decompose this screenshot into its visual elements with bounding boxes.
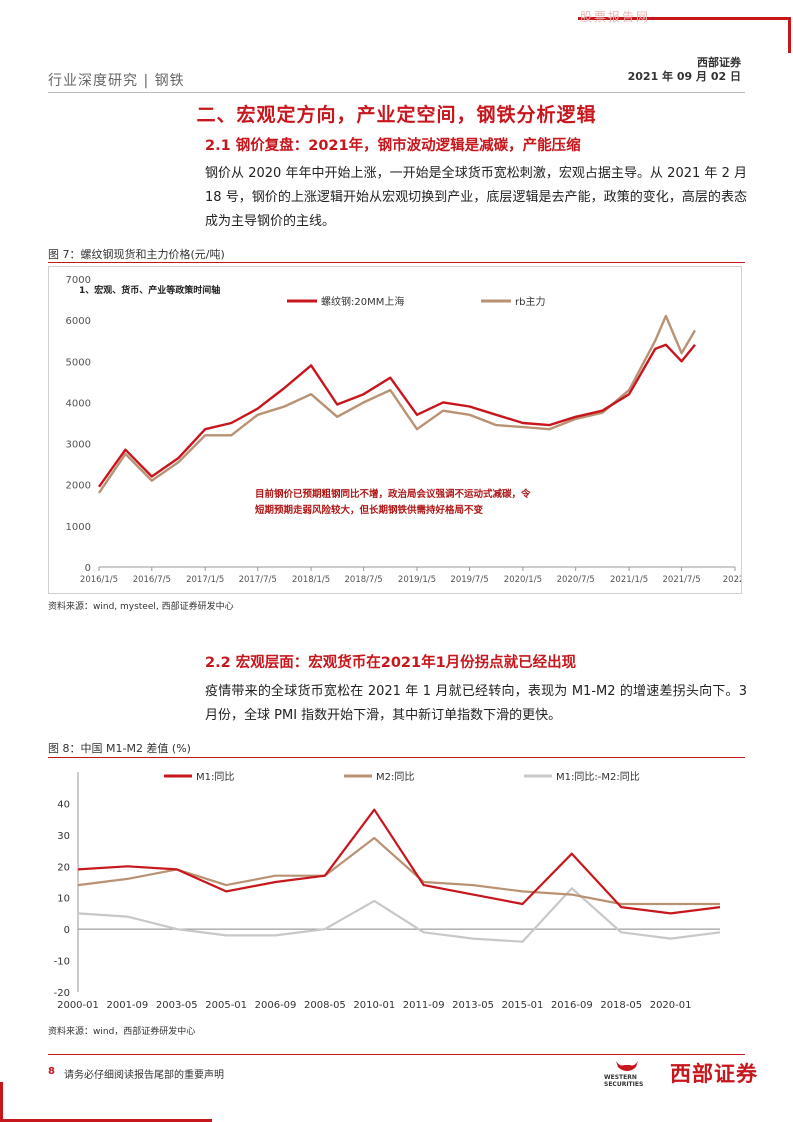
x-tick-label: 2019/7/5 bbox=[450, 575, 488, 585]
header-divider bbox=[48, 92, 745, 93]
y-tick-label: 1000 bbox=[66, 522, 91, 533]
x-tick-label: 2011-09 bbox=[403, 1000, 445, 1011]
x-tick-label: 2016-09 bbox=[551, 1000, 593, 1011]
figure-7-chart: 0 1000 2000 3000 4000 5000 6000 7000 2016/1/5 201… bbox=[48, 266, 748, 594]
legend-label: M2:同比 bbox=[376, 771, 414, 783]
x-tick-label: 2020/1/5 bbox=[504, 575, 542, 585]
series-line-2 bbox=[98, 314, 697, 494]
series-line-3 bbox=[77, 887, 721, 943]
x-tick-label: 2017/1/5 bbox=[186, 575, 224, 585]
footer-disclaimer: 请务必仔细阅读报告尾部的重要声明 bbox=[64, 1070, 224, 1081]
x-tick-label: 2006-09 bbox=[255, 1000, 297, 1011]
x-tick-label: 2021/1/5 bbox=[610, 575, 648, 585]
subsection-heading-2-2: 2.2 宏观层面：宏观货币在2021年1月份拐点就已经出现 bbox=[205, 655, 577, 671]
y-tick-label: 7000 bbox=[66, 275, 91, 286]
x-tick-label: 2018/1/5 bbox=[292, 575, 330, 585]
legend-label: M1:同比 bbox=[196, 771, 234, 783]
legend-label: M1:同比:-M2:同比 bbox=[556, 771, 640, 783]
series-line-1 bbox=[77, 808, 721, 915]
x-tick-label: 2018/7/5 bbox=[345, 575, 383, 585]
y-tick-label: 0 bbox=[64, 925, 70, 936]
x-tick-label: 2000-01 bbox=[57, 1000, 99, 1011]
y-tick-label: 40 bbox=[57, 799, 70, 810]
figure-8-rule bbox=[48, 757, 745, 758]
firm-name: 西部证券 bbox=[697, 56, 741, 69]
y-tick-label: 5000 bbox=[66, 357, 91, 368]
chart-annotation-2: 短期预期走弱风险较大，但长期钢铁供需持好格局不变 bbox=[255, 504, 484, 516]
legend-label: 螺纹钢:20MM上海 bbox=[321, 295, 404, 308]
y-tick-label: 3000 bbox=[66, 440, 91, 451]
x-tick-label: 2003-05 bbox=[156, 1000, 198, 1011]
x-tick-label: 2008-05 bbox=[304, 1000, 346, 1011]
figure-7-source: 资料来源：wind, mysteel, 西部证券研发中心 bbox=[48, 602, 234, 612]
series-line-1 bbox=[98, 343, 696, 488]
y-tick-label: 4000 bbox=[66, 398, 91, 409]
header-red-rule-vertical bbox=[788, 17, 791, 53]
x-tick-label: 2015-01 bbox=[502, 1000, 544, 1011]
y-tick-label: 20 bbox=[57, 862, 70, 873]
x-tick-label: 2021/7/5 bbox=[663, 575, 701, 585]
y-tick-label: 6000 bbox=[66, 316, 91, 327]
page-number: 8 bbox=[48, 1066, 55, 1077]
footer-red-rule-vertical bbox=[0, 1082, 3, 1122]
x-tick-label: 2016/1/5 bbox=[80, 575, 118, 585]
paragraph-2-2: 疫情带来的全球货币宽松在 2021 年 1 月就已经转向，表现为 M1-M2 的… bbox=[205, 684, 747, 723]
x-tick-label: 2020-01 bbox=[650, 1000, 692, 1011]
breadcrumb: 行业深度研究 | 钢铁 bbox=[48, 73, 185, 89]
steel-price-chart: 0 1000 2000 3000 4000 5000 6000 7000 2016/1/5 201… bbox=[66, 275, 748, 585]
x-tick-label: 2020/7/5 bbox=[557, 575, 595, 585]
y-tick-label: 2000 bbox=[66, 481, 91, 492]
x-tick-label: 2005-01 bbox=[205, 1000, 247, 1011]
y-tick-label: 30 bbox=[57, 831, 70, 842]
chart-annotation-1: 目前钢价已预期粗钢同比不增，政治局会议强调不运动式减碳，令 bbox=[255, 488, 531, 500]
figure-8-chart: -20 -10 0 10 20 30 40 2000-01 2001-09 2003-05 2005… bbox=[48, 760, 745, 1018]
x-tick-label: 2001-09 bbox=[106, 1000, 148, 1011]
logo-chinese: 西部证券 bbox=[670, 1062, 758, 1086]
x-tick-label: 2013-05 bbox=[452, 1000, 494, 1011]
figure-7-label: 图 7：螺纹钢现货和主力价格(元/吨) bbox=[48, 248, 225, 261]
x-tick-label: 2022/ bbox=[723, 575, 741, 585]
x-tick-label: 2016/7/5 bbox=[133, 575, 171, 585]
bull-logo-icon bbox=[614, 1058, 640, 1072]
y-tick-label: -20 bbox=[54, 988, 70, 999]
m1-m2-chart: -20 -10 0 10 20 30 40 2000-01 2001-09 2003-05 2005… bbox=[54, 771, 721, 1011]
paragraph-2-1: 钢价从 2020 年年中开始上涨，一开始是全球货币宽松刺激，宏观占据主导。从 2… bbox=[205, 166, 747, 229]
footer-rule bbox=[48, 1054, 745, 1055]
subsection-heading-2-1: 2.1 钢价复盘：2021年，钢市波动逻辑是减碳，产能压缩 bbox=[205, 138, 581, 154]
header-red-rule bbox=[578, 17, 790, 20]
x-tick-label: 2010-01 bbox=[353, 1000, 395, 1011]
y-tick-label: -10 bbox=[54, 957, 70, 968]
y-tick-label: 10 bbox=[57, 894, 70, 905]
legend-label: rb主力 bbox=[515, 295, 545, 308]
y-tick-label: 0 bbox=[85, 563, 91, 574]
figure-7-rule bbox=[48, 262, 745, 263]
x-tick-label: 2017/7/5 bbox=[239, 575, 277, 585]
watermark: 股票报告网 bbox=[580, 10, 651, 24]
chart-note: 1、宏观、货币、产业等政策时间轴 bbox=[79, 284, 220, 296]
x-tick-label: 2019/1/5 bbox=[398, 575, 436, 585]
x-tick-label: 2018-05 bbox=[600, 1000, 642, 1011]
figure-8-source: 资料来源：wind，西部证券研发中心 bbox=[48, 1027, 196, 1037]
logo-english: WESTERN SECURITIES bbox=[604, 1074, 644, 1088]
section-title: 二、宏观定方向，产业定空间，钢铁分析逻辑 bbox=[196, 104, 597, 126]
report-date: 2021 年 09 月 02 日 bbox=[627, 70, 741, 83]
footer-red-rule bbox=[0, 1119, 212, 1122]
figure-8-label: 图 8：中国 M1-M2 差值 (%) bbox=[48, 742, 191, 755]
